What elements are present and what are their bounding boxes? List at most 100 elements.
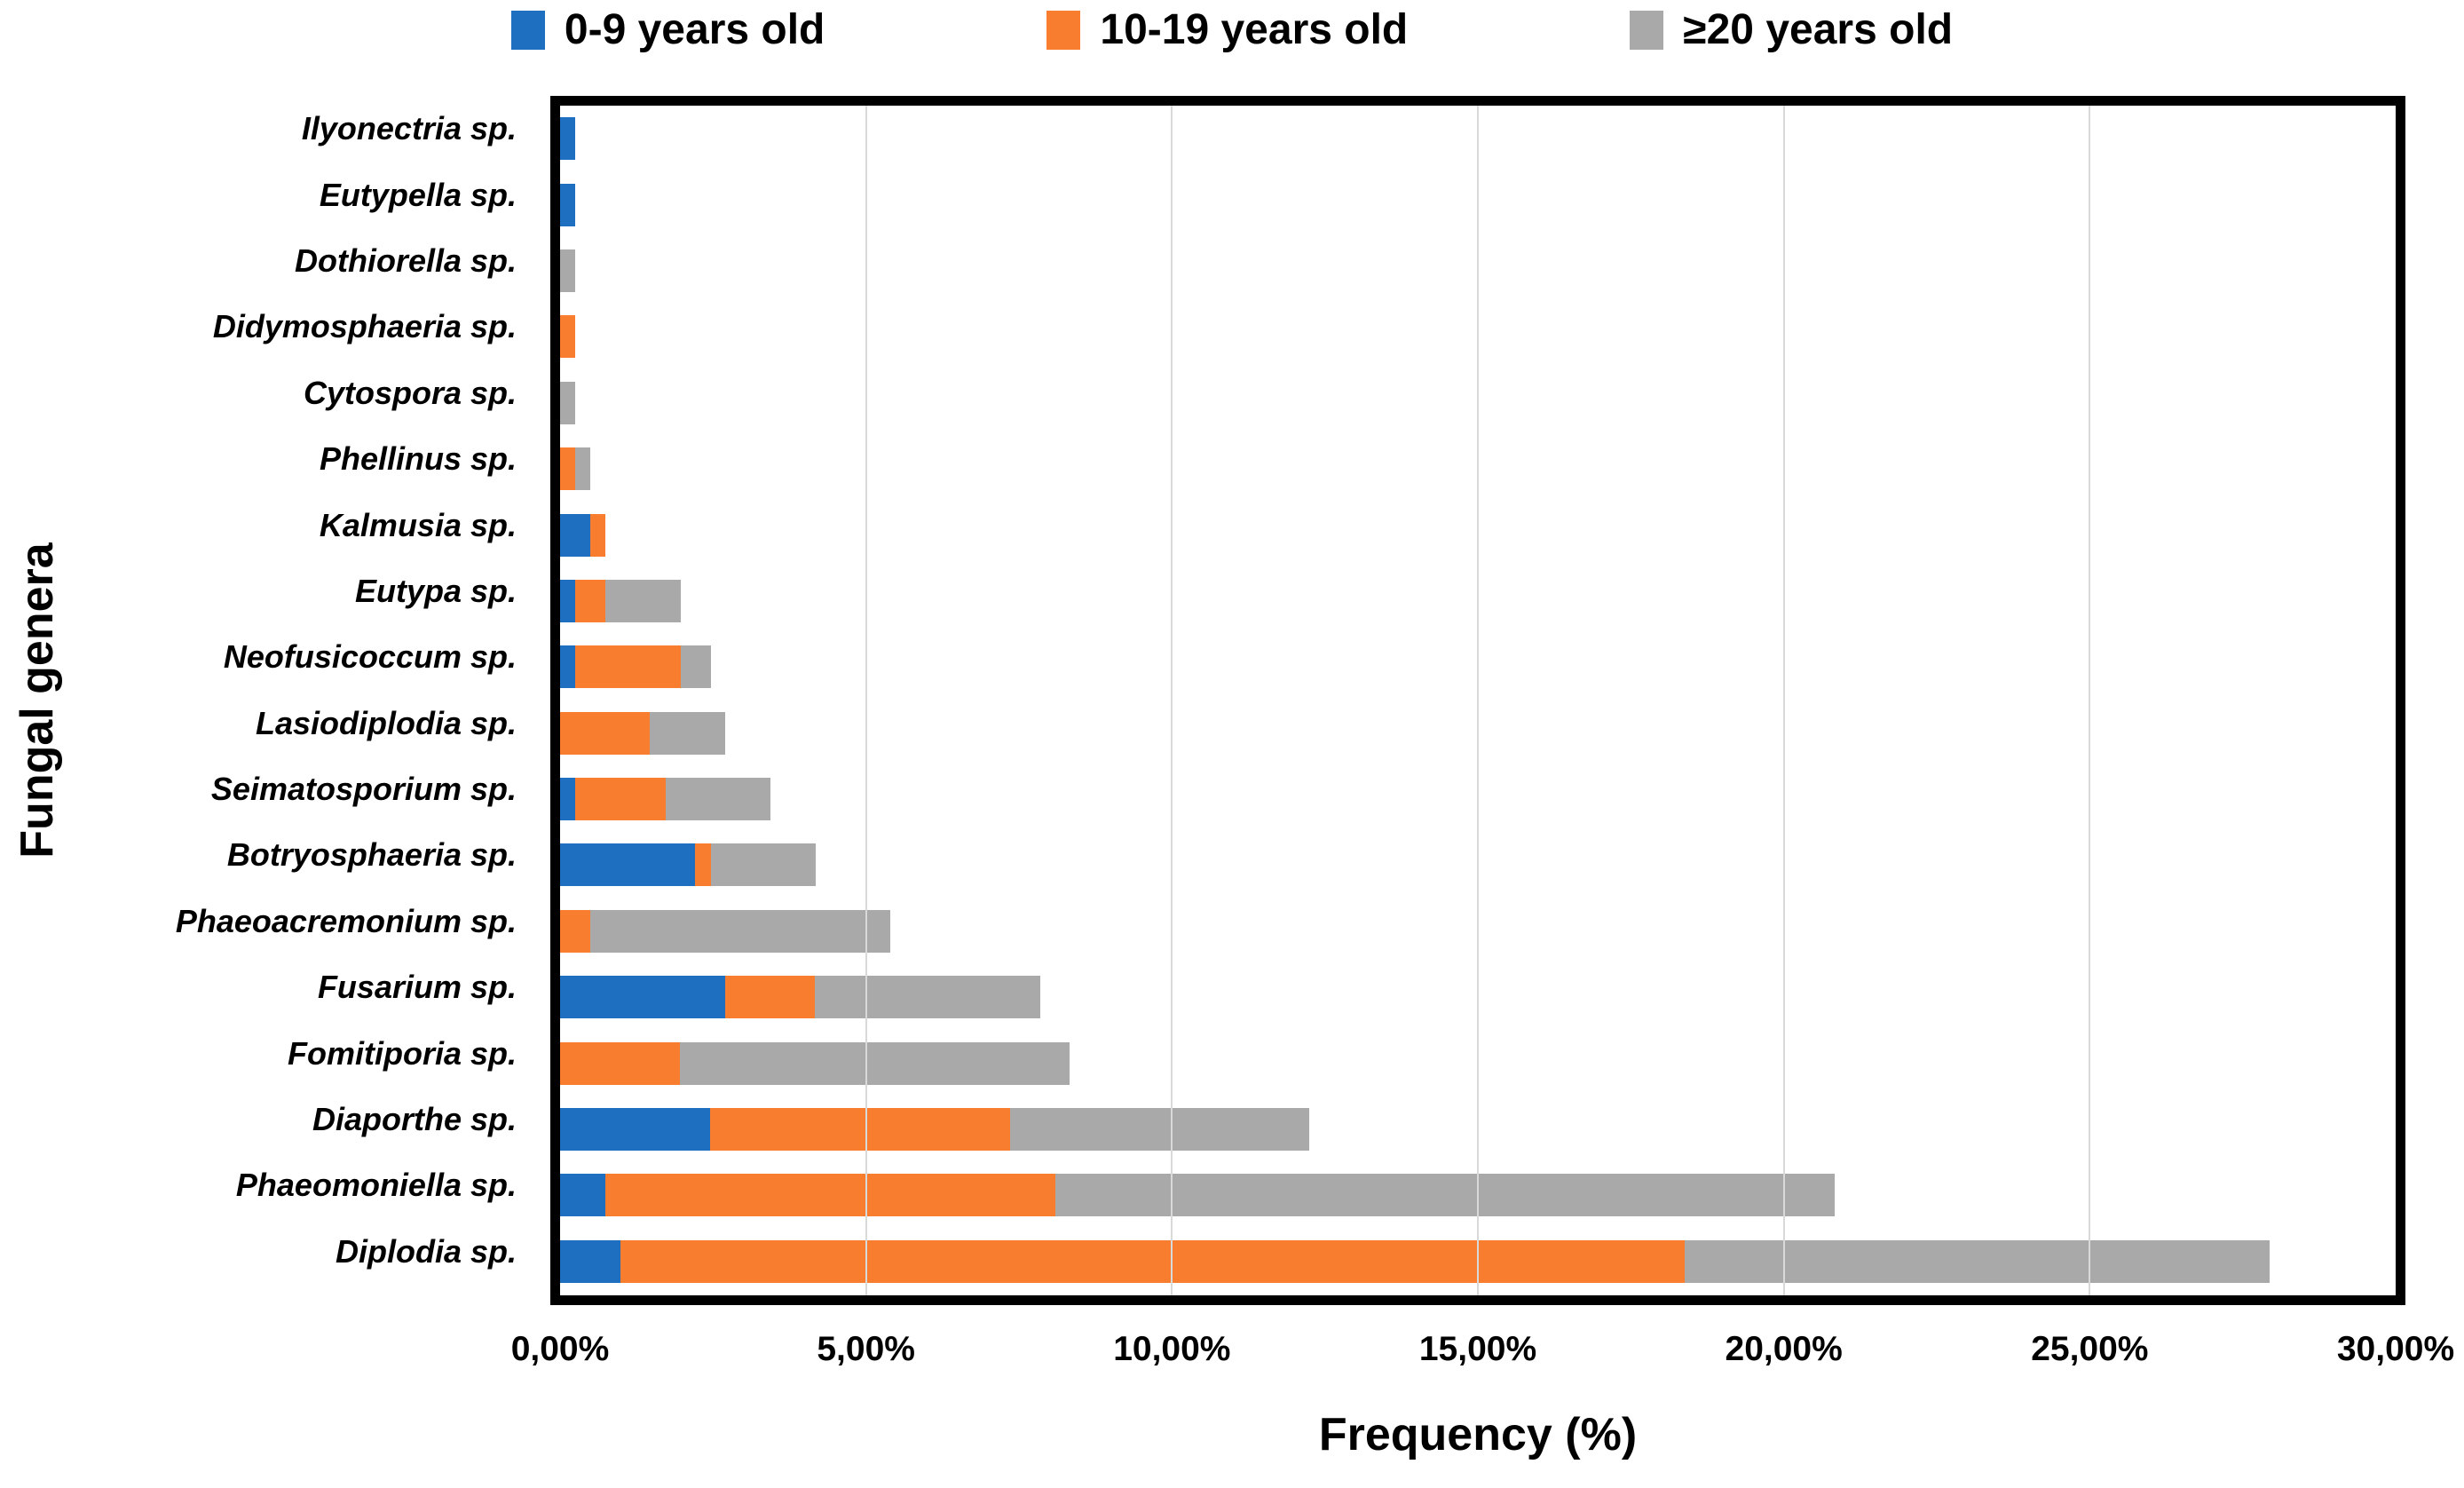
x-axis-title: Frequency (%) bbox=[1318, 1409, 1638, 1460]
bar-row bbox=[560, 304, 2396, 369]
bar-segment bbox=[560, 843, 696, 887]
stacked-bar bbox=[560, 513, 2396, 557]
bar-segment bbox=[710, 843, 817, 887]
x-tick-label: 0,00% bbox=[510, 1330, 610, 1368]
x-tick-label: 15,00% bbox=[1418, 1330, 1537, 1368]
bar-segment bbox=[1684, 1239, 2270, 1283]
bar-segment bbox=[560, 976, 726, 1019]
stacked-bar bbox=[560, 1174, 2396, 1217]
bar-segment bbox=[560, 1239, 620, 1283]
bar-segment bbox=[575, 579, 605, 622]
chart-legend: 0-9 years old 10-19 years old ≥20 years ol… bbox=[0, 5, 2464, 54]
category-label: Ilyonectria sp. bbox=[301, 110, 517, 147]
bar-segment bbox=[680, 1041, 1070, 1085]
category-label: Dothiorella sp. bbox=[294, 241, 517, 279]
bar-row bbox=[560, 171, 2396, 237]
stacked-bar bbox=[560, 976, 2396, 1019]
bar-row bbox=[560, 832, 2396, 898]
gridline bbox=[1782, 106, 1785, 1295]
bar-segment bbox=[695, 843, 711, 887]
bar-row bbox=[560, 1162, 2396, 1228]
category-label: Fusarium sp. bbox=[317, 969, 517, 1006]
legend-swatch-icon bbox=[510, 10, 545, 50]
bar-segment bbox=[560, 249, 576, 292]
bar-segment bbox=[560, 513, 590, 557]
x-tick-label: 25,00% bbox=[2031, 1330, 2149, 1368]
bar-segment bbox=[589, 513, 605, 557]
y-category-labels: Ilyonectria sp. Eutypella sp. Dothiorella … bbox=[0, 96, 533, 1305]
x-tick-label: 10,00% bbox=[1113, 1330, 1231, 1368]
bar-row bbox=[560, 1096, 2396, 1162]
bar-segment bbox=[560, 381, 576, 424]
bar-row bbox=[560, 568, 2396, 634]
gridline bbox=[1171, 106, 1173, 1295]
gridline bbox=[865, 106, 867, 1295]
category-label: Kalmusia sp. bbox=[319, 506, 517, 543]
gridline bbox=[2089, 106, 2091, 1295]
bar-row bbox=[560, 370, 2396, 436]
bar-segment bbox=[575, 447, 591, 491]
category-label: Fomitiporia sp. bbox=[287, 1034, 517, 1072]
stacked-bar bbox=[560, 1041, 2396, 1085]
legend-label: 0-9 years old bbox=[564, 6, 825, 53]
category-label: Neofusicoccum sp. bbox=[223, 638, 517, 676]
bar-rows bbox=[560, 106, 2396, 1295]
x-tick-label: 5,00% bbox=[817, 1330, 915, 1368]
bar-segment bbox=[560, 909, 590, 953]
x-axis-ticks: 0,00% 5,00% 10,00% 15,00% 20,00% 25,00% 30,00% bbox=[511, 1330, 2454, 1374]
bar-row bbox=[560, 106, 2396, 171]
bar-segment bbox=[575, 778, 666, 821]
bar-segment bbox=[709, 1108, 1010, 1152]
bar-row bbox=[560, 964, 2396, 1030]
bar-segment bbox=[1054, 1174, 1835, 1217]
bar-segment bbox=[560, 447, 576, 491]
stacked-bar bbox=[560, 1239, 2396, 1283]
bar-segment bbox=[620, 1239, 1685, 1283]
stacked-bar bbox=[560, 381, 2396, 424]
bar-segment bbox=[680, 645, 711, 689]
bar-segment bbox=[560, 645, 576, 689]
category-label: Eutypella sp. bbox=[319, 176, 517, 213]
stacked-bar bbox=[560, 711, 2396, 755]
bar-segment bbox=[560, 1041, 681, 1085]
category-label: Diaporthe sp. bbox=[312, 1101, 517, 1138]
bar-row bbox=[560, 238, 2396, 304]
bar-segment bbox=[560, 315, 576, 359]
bar-row bbox=[560, 766, 2396, 832]
bar-segment bbox=[725, 976, 816, 1019]
bar-segment bbox=[560, 1108, 710, 1152]
bar-segment bbox=[589, 909, 890, 953]
stacked-bar bbox=[560, 249, 2396, 292]
category-label: Phaeoacremonium sp. bbox=[175, 902, 517, 939]
bar-segment bbox=[560, 183, 576, 226]
bar-row bbox=[560, 634, 2396, 700]
stacked-bar bbox=[560, 579, 2396, 622]
bar-segment bbox=[1009, 1108, 1310, 1152]
category-label: Phaeomoniella sp. bbox=[235, 1167, 517, 1204]
bar-segment bbox=[575, 645, 681, 689]
legend-swatch-icon bbox=[1046, 10, 1081, 50]
x-tick-label: 30,00% bbox=[2336, 1330, 2455, 1368]
stacked-bar bbox=[560, 909, 2396, 953]
gridline bbox=[1477, 106, 1479, 1295]
bar-segment bbox=[605, 1174, 1055, 1217]
category-label: Phellinus sp. bbox=[319, 440, 517, 478]
stacked-bar bbox=[560, 1108, 2396, 1152]
x-tick-label: 20,00% bbox=[1725, 1330, 1843, 1368]
stacked-bar bbox=[560, 117, 2396, 161]
stacked-bar bbox=[560, 183, 2396, 226]
plot-area bbox=[550, 96, 2405, 1305]
bar-segment bbox=[560, 1174, 605, 1217]
category-label: Eutypa sp. bbox=[354, 572, 517, 609]
bar-row bbox=[560, 700, 2396, 766]
stacked-bar bbox=[560, 843, 2396, 887]
bar-row bbox=[560, 436, 2396, 502]
bar-segment bbox=[815, 976, 1041, 1019]
bar-segment bbox=[650, 711, 726, 755]
category-label: Didymosphaeria sp. bbox=[212, 308, 517, 345]
category-label: Diplodia sp. bbox=[335, 1232, 517, 1270]
category-label: Lasiodiplodia sp. bbox=[255, 704, 517, 741]
bar-segment bbox=[560, 778, 576, 821]
stacked-bar bbox=[560, 778, 2396, 821]
